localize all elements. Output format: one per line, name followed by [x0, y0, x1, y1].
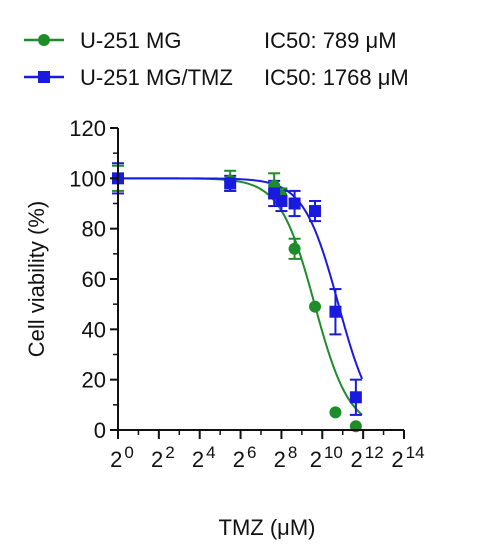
data-points [112, 172, 362, 433]
data-point-square [349, 391, 362, 404]
y-tick-label: 0 [94, 418, 106, 443]
legend-label-u251mg: U-251 MG [80, 28, 181, 53]
y-axis-title: Cell viability (%) [24, 201, 49, 357]
fit-curve-0 [118, 177, 363, 416]
data-point-square [224, 177, 237, 190]
y-tick-label: 60 [82, 267, 106, 292]
legend-marker-circle [38, 34, 50, 46]
data-point-square [288, 197, 301, 210]
data-point-square [275, 194, 288, 207]
x-ticks: 2 0 2 2 2 4 2 6 2 8 2 10 2 12 2 14 [110, 430, 425, 472]
data-point-circle [309, 300, 322, 313]
error-bars [112, 162, 362, 416]
y-tick-label: 80 [82, 217, 106, 242]
y-tick-label: 40 [82, 317, 106, 342]
legend-entry-u251mg-tmz: U-251 MG/TMZ IC50: 1768 μM [24, 65, 409, 90]
data-point-circle [288, 242, 301, 255]
legend-marker-square [38, 71, 50, 83]
x-axis-title: TMZ (μM) [219, 515, 316, 540]
data-point-square [329, 305, 342, 318]
legend-entry-u251mg: U-251 MG IC50: 789 μM [24, 28, 397, 53]
data-point-square [309, 205, 322, 218]
data-point-circle [329, 406, 342, 419]
x-tick-label: 2 12 [351, 443, 384, 472]
fit-curve-1 [118, 177, 364, 380]
fit-curves [118, 177, 364, 416]
x-tick-label: 2 10 [310, 443, 343, 472]
legend: U-251 MG IC50: 789 μM U-251 MG/TMZ IC50:… [24, 28, 409, 90]
legend-label-u251mg-tmz: U-251 MG/TMZ [80, 65, 233, 90]
y-tick-label: 20 [82, 368, 106, 393]
x-tick-label: 2 14 [391, 443, 424, 472]
y-ticks: 0 20 40 60 80 100 120 [69, 116, 118, 443]
y-tick-label: 100 [69, 166, 106, 191]
y-tick-label: 120 [69, 116, 106, 141]
legend-ic50-u251mg-tmz: IC50: 1768 μM [264, 65, 409, 90]
legend-ic50-u251mg: IC50: 789 μM [264, 28, 397, 53]
